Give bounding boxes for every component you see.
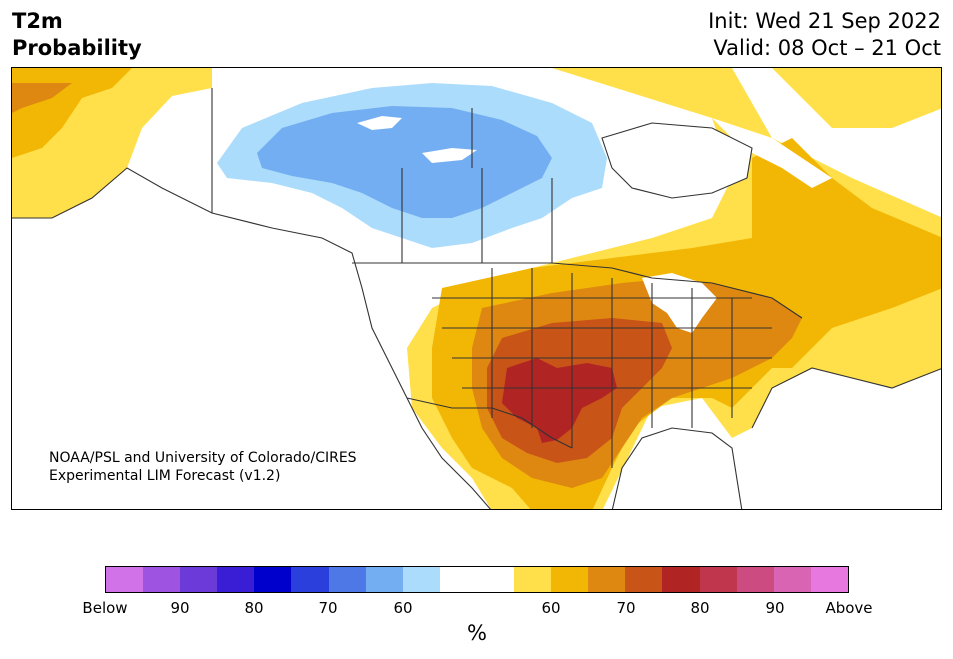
below-normal-shading [217, 83, 607, 248]
gulf-coastline [611, 427, 743, 509]
pacific-coastline [12, 167, 491, 509]
province-lines [401, 108, 553, 263]
band-above-70-alaska [12, 83, 72, 113]
labrador-sea [712, 118, 832, 188]
colorbar-tick-above-90: 90 [765, 599, 785, 617]
great-lakes [642, 273, 717, 333]
colorbar-cell [106, 567, 144, 592]
band-below-65 [257, 106, 552, 218]
colorbar-cell [328, 567, 366, 592]
colorbar-cell [551, 567, 589, 592]
valid-range: Valid: 08 Oct – 21 Oct [713, 36, 941, 60]
title-line-1: T2m [12, 9, 63, 33]
title-line-2: Probability [12, 36, 142, 60]
hudson-bay-coastline [601, 122, 753, 199]
gulf-of-mexico [612, 428, 742, 509]
colorbar-cell [588, 567, 626, 592]
great-slave-lake [422, 148, 477, 163]
data-credit: NOAA/PSL and University of Colorado/CIRE… [49, 449, 357, 485]
colorbar-cell [365, 567, 403, 592]
colorbar-tick-below: Below [82, 599, 128, 617]
map-canvas [12, 68, 941, 509]
atlantic-coastline [751, 367, 941, 429]
colorbar-unit: % [467, 621, 487, 645]
credit-line-2: Experimental LIM Forecast (v1.2) [49, 468, 281, 484]
map-title: T2m Probability [12, 8, 142, 62]
colorbar-tick-above-60: 60 [541, 599, 561, 617]
colorbar-cell [402, 567, 440, 592]
us-mexico-border [406, 397, 573, 449]
hudson-bay [602, 123, 752, 198]
colorbar-tick-above: Above [825, 599, 873, 617]
great-bear-lake [357, 116, 402, 130]
colorbar-tick-below-70: 70 [318, 599, 338, 617]
colorbar-cell [514, 567, 552, 592]
colorbar-cell [254, 567, 292, 592]
colorbar-cell [810, 567, 848, 592]
colorbar-cell [291, 567, 329, 592]
colorbar-cell [625, 567, 663, 592]
colorbar-tick-below-80: 80 [244, 599, 264, 617]
forecast-dates: Init: Wed 21 Sep 2022 Valid: 08 Oct – 21… [708, 8, 941, 62]
colorbar-cell [439, 567, 477, 592]
water-bodies [12, 116, 941, 509]
canada-us-border [352, 262, 803, 319]
state-grid [432, 268, 772, 468]
colorbar-tick-below-60: 60 [393, 599, 413, 617]
colorbar-tick-above-70: 70 [616, 599, 636, 617]
pacific-ocean [12, 168, 491, 509]
colorbar-cell [180, 567, 218, 592]
band-above-80 [502, 358, 617, 443]
colorbar-tick-below-90: 90 [170, 599, 190, 617]
credit-line-1: NOAA/PSL and University of Colorado/CIRE… [49, 450, 357, 466]
init-date: Init: Wed 21 Sep 2022 [708, 9, 941, 33]
probability-colorbar [105, 566, 849, 593]
band-above-60-greenland [772, 68, 941, 128]
colorbar-cell [736, 567, 774, 592]
colorbar-cell [217, 567, 255, 592]
boundaries [12, 88, 941, 509]
colorbar-cell [662, 567, 700, 592]
colorbar-cell [476, 567, 515, 592]
colorbar-cell [143, 567, 181, 592]
atlantic-ocean [752, 368, 941, 509]
colorbar-cell [773, 567, 811, 592]
colorbar-tick-above-80: 80 [690, 599, 710, 617]
probability-map [11, 67, 942, 510]
colorbar-cell [699, 567, 737, 592]
